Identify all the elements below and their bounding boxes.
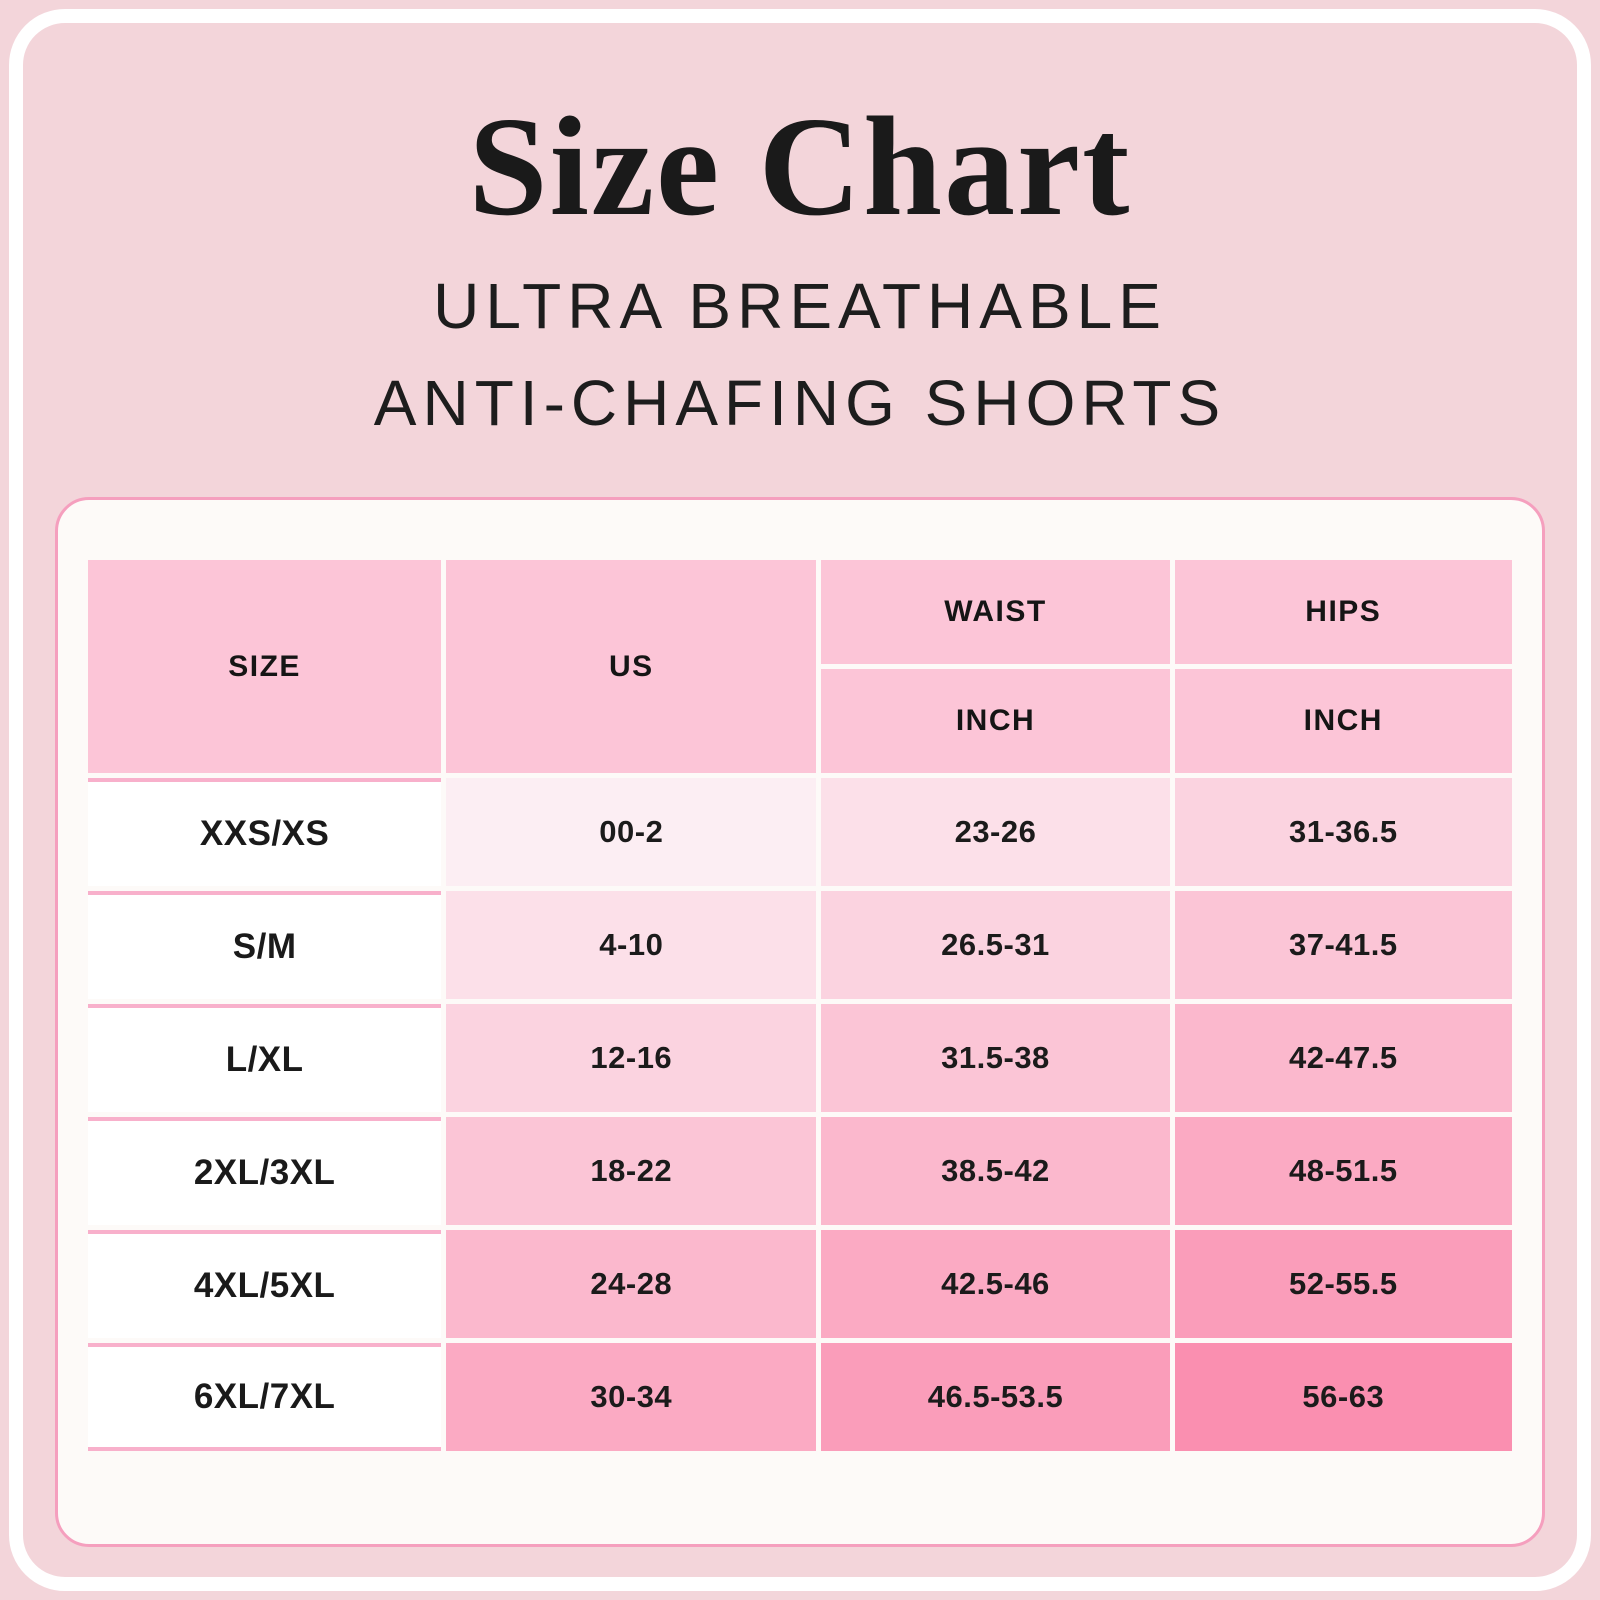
column-header-waist: WAIST: [821, 560, 1170, 664]
column-header-waist-unit: INCH: [821, 669, 1170, 773]
size-cell: XXS/XS: [88, 778, 442, 886]
hips-value-cell: 52-55.5: [1174, 1230, 1512, 1338]
page-title: Size Chart: [468, 87, 1132, 245]
size-chart-table: SIZE US WAIST HIPS INCH INCH XXS/XS 00-2…: [88, 560, 1512, 1451]
column-header-size: SIZE: [88, 560, 442, 773]
waist-value-cell: 23-26: [821, 778, 1170, 886]
size-cell: 6XL/7XL: [88, 1343, 442, 1451]
us-value-cell: 18-22: [446, 1117, 817, 1225]
waist-value-cell: 46.5-53.5: [821, 1343, 1170, 1451]
hips-value-cell: 56-63: [1174, 1343, 1512, 1451]
column-header-hips-unit: INCH: [1174, 669, 1512, 773]
poster-header: Size Chart ULTRA BREATHABLE ANTI-CHAFING…: [0, 0, 1600, 452]
size-cell: 2XL/3XL: [88, 1117, 442, 1225]
size-cell: S/M: [88, 891, 442, 999]
us-value-cell: 30-34: [446, 1343, 817, 1451]
size-chart-card: SIZE US WAIST HIPS INCH INCH XXS/XS 00-2…: [55, 497, 1545, 1547]
size-cell: 4XL/5XL: [88, 1230, 442, 1338]
waist-value-cell: 42.5-46: [821, 1230, 1170, 1338]
subtitle-line-2: ANTI-CHAFING SHORTS: [373, 367, 1227, 440]
hips-value-cell: 42-47.5: [1174, 1004, 1512, 1112]
size-cell: L/XL: [88, 1004, 442, 1112]
hips-value-cell: 37-41.5: [1174, 891, 1512, 999]
column-header-hips: HIPS: [1174, 560, 1512, 664]
us-value-cell: 12-16: [446, 1004, 817, 1112]
subtitle-line-1: ULTRA BREATHABLE: [433, 270, 1167, 343]
column-header-us: US: [446, 560, 817, 773]
us-value-cell: 4-10: [446, 891, 817, 999]
us-value-cell: 24-28: [446, 1230, 817, 1338]
hips-value-cell: 48-51.5: [1174, 1117, 1512, 1225]
hips-value-cell: 31-36.5: [1174, 778, 1512, 886]
page-subtitle: ULTRA BREATHABLE ANTI-CHAFING SHORTS: [0, 258, 1600, 452]
waist-value-cell: 31.5-38: [821, 1004, 1170, 1112]
us-value-cell: 00-2: [446, 778, 817, 886]
waist-value-cell: 26.5-31: [821, 891, 1170, 999]
waist-value-cell: 38.5-42: [821, 1117, 1170, 1225]
